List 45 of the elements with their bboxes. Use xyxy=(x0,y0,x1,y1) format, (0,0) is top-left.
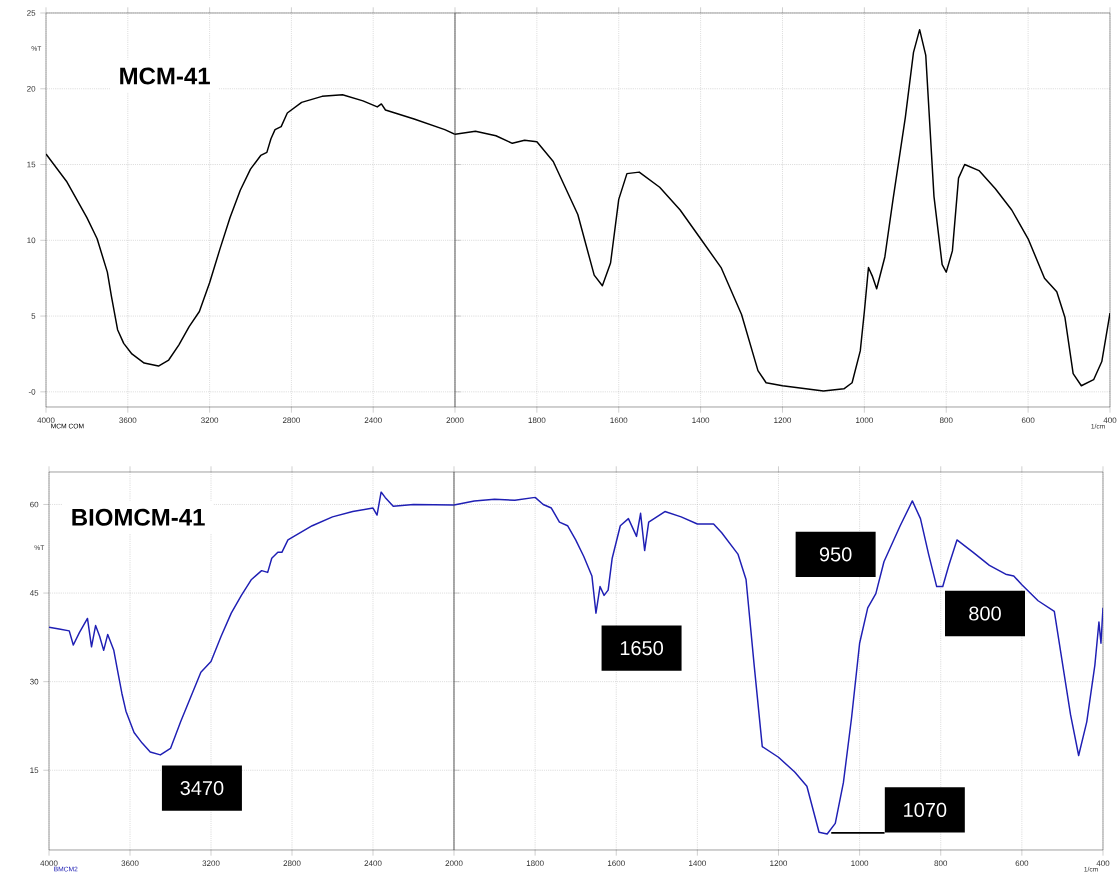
x-tick-label: 800 xyxy=(934,860,948,867)
x-tick-label: 2800 xyxy=(282,417,300,424)
x-tick-label: 2000 xyxy=(445,860,463,867)
y-tick-label: 45 xyxy=(29,590,39,596)
x-tick-label: 3600 xyxy=(119,417,137,424)
x-tick-label: 1400 xyxy=(692,417,710,424)
x-tick-label: 1000 xyxy=(851,860,869,867)
x-tick-label: 3200 xyxy=(202,860,220,867)
x-tick-label: 1000 xyxy=(856,417,873,424)
x-tick-label: 800 xyxy=(939,417,953,424)
annotation: 1650 xyxy=(620,640,664,656)
x-tick-label: 1200 xyxy=(774,417,792,424)
y-tick-label: -0 xyxy=(28,389,36,395)
text: BIOMCM-41 xyxy=(72,508,205,526)
text: MCM-41 xyxy=(120,67,210,85)
x-tick-label: 1800 xyxy=(526,860,544,867)
y-tick-label: 25 xyxy=(27,10,36,16)
x-tick-label: 400 xyxy=(1096,860,1110,867)
annotation: 950 xyxy=(819,547,852,562)
x-tick-label: 3600 xyxy=(121,860,139,867)
x-tick-label: 400 xyxy=(1103,417,1117,424)
x-tick-label: 2400 xyxy=(364,417,382,424)
y-tick-label: 15 xyxy=(27,161,36,168)
y-tick-label: 15 xyxy=(30,767,39,774)
x-tick-label: 600 xyxy=(1015,860,1029,867)
x-tick-label: 4000 xyxy=(40,860,58,867)
x-tick-label: 1400 xyxy=(689,860,706,867)
y-tick-label: 10 xyxy=(27,237,36,244)
annotation: 800 xyxy=(969,606,1001,621)
x-tick-label: 1800 xyxy=(528,417,546,424)
x-tick-label: 2800 xyxy=(283,860,301,867)
x-tick-label: 2400 xyxy=(364,860,382,867)
annotation: 3470 xyxy=(180,780,224,796)
x-tick-label: 1200 xyxy=(770,860,788,867)
x-tick-label: 600 xyxy=(1021,417,1035,424)
x-tick-label: 1600 xyxy=(610,417,628,424)
x-tick-label: 4000 xyxy=(37,417,55,424)
y-tick-label: 60 xyxy=(30,501,39,508)
x-tick-label: 2000 xyxy=(446,417,464,424)
y-tick-label: 5 xyxy=(31,313,36,319)
y-tick-label: 30 xyxy=(30,678,39,685)
x-tick-label: 1600 xyxy=(607,860,625,867)
x-tick-label: 3200 xyxy=(201,417,219,424)
annotation: 1070 xyxy=(904,802,947,817)
y-tick-label: 20 xyxy=(27,85,36,92)
